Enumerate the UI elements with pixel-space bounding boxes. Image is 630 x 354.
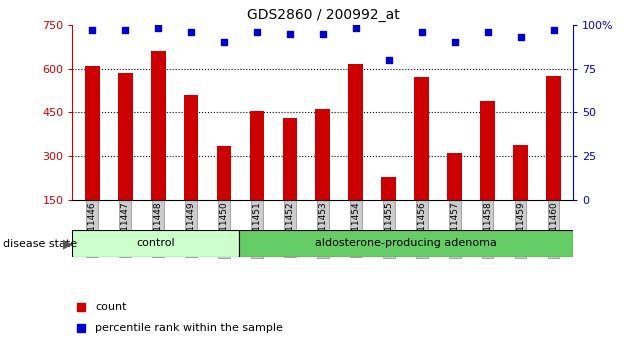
Point [483,29,493,35]
Bar [316,109,330,200]
Bar [118,73,132,200]
Point [416,29,427,35]
Bar [72,230,239,257]
Bar [249,111,265,200]
Point [76,326,86,331]
Text: aldosterone-producing adenoma: aldosterone-producing adenoma [316,238,497,249]
Point [515,34,525,40]
Point [219,40,229,45]
Bar [546,76,561,200]
Point [252,29,262,35]
Bar [151,51,166,200]
Point [549,27,559,33]
Point [450,40,460,45]
Bar [480,101,495,200]
Point [318,31,328,36]
Point [384,57,394,63]
Point [76,304,86,309]
Bar [282,118,297,200]
Bar [184,95,198,200]
Point [153,25,163,31]
Bar [348,64,364,200]
Bar [85,66,100,200]
Bar [415,78,429,200]
Point [285,31,295,36]
Bar [217,146,231,200]
Text: count: count [95,302,127,312]
Bar [447,153,462,200]
Point [87,27,97,33]
Text: disease state: disease state [3,239,77,249]
Point [186,29,196,35]
Text: control: control [137,238,175,249]
Bar [239,230,573,257]
Text: percentile rank within the sample: percentile rank within the sample [95,323,283,333]
Title: GDS2860 / 200992_at: GDS2860 / 200992_at [246,8,399,22]
Bar [513,144,528,200]
Point [120,27,130,33]
Point [351,25,361,31]
Bar [381,177,396,200]
Text: ▶: ▶ [63,237,73,250]
